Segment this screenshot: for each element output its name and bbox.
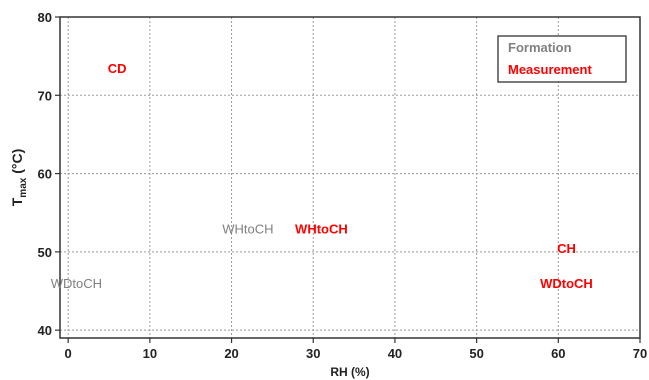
legend: Formation Measurement xyxy=(497,35,627,83)
y-axis-label: Tmax (°C) xyxy=(9,149,29,207)
data-label-formation-wdtoch: WDtoCH xyxy=(51,276,102,291)
x-tick-label: 40 xyxy=(388,346,402,361)
data-labels: WHtoCH WDtoCH CD WHtoCH CH WDtoCH xyxy=(51,61,593,291)
data-label-measurement-cd: CD xyxy=(108,61,127,76)
data-label-formation-whtoch: WHtoCH xyxy=(222,221,273,236)
legend-entry-formation: Formation xyxy=(508,40,572,55)
x-tick-label: 60 xyxy=(551,346,565,361)
y-tick-label: 80 xyxy=(38,10,52,25)
x-tick-label: 30 xyxy=(306,346,320,361)
y-axis-label-base: T xyxy=(9,197,25,206)
tick-labels: 0 10 20 30 40 50 60 70 40 50 60 70 80 xyxy=(38,10,648,361)
y-tick-label: 70 xyxy=(38,88,52,103)
axis-ticks xyxy=(55,16,641,343)
y-tick-label: 60 xyxy=(38,167,52,182)
data-label-measurement-wdtoch: WDtoCH xyxy=(540,276,593,291)
y-axis-label-subscript: max xyxy=(18,177,29,197)
y-axis-label-unit: (°C) xyxy=(9,149,25,178)
x-tick-label: 20 xyxy=(224,346,238,361)
x-tick-label: 50 xyxy=(469,346,483,361)
plot-area xyxy=(59,16,641,339)
y-tick-label: 40 xyxy=(38,323,52,338)
x-tick-label: 70 xyxy=(633,346,647,361)
y-tick-label: 50 xyxy=(38,245,52,260)
legend-entry-measurement: Measurement xyxy=(508,62,592,77)
x-tick-label: 0 xyxy=(65,346,72,361)
data-label-measurement-whtoch: WHtoCH xyxy=(295,221,348,236)
x-tick-label: 10 xyxy=(143,346,157,361)
data-label-measurement-ch: CH xyxy=(557,241,576,256)
x-axis-label: RH (%) xyxy=(330,365,369,379)
legend-box xyxy=(497,35,627,83)
